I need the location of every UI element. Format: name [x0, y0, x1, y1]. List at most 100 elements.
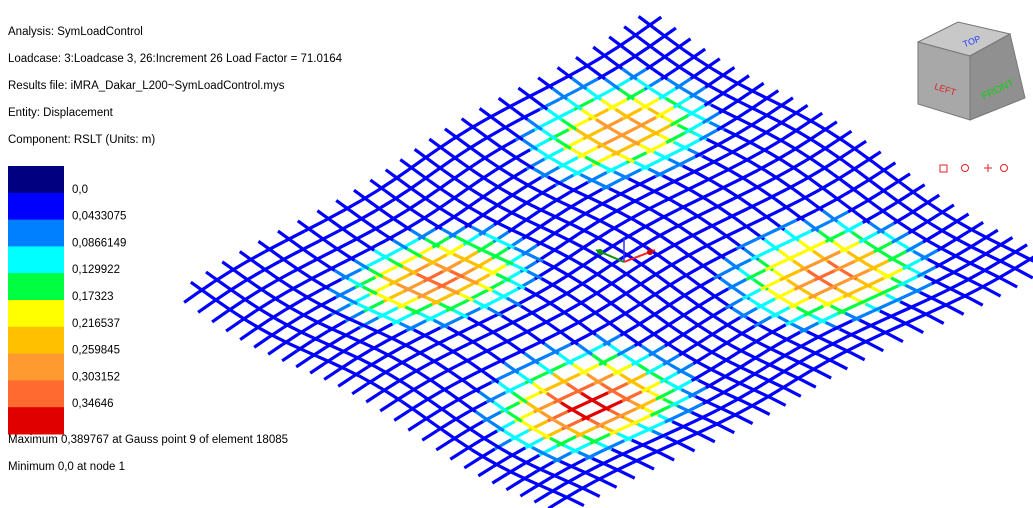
mesh-segment [422, 431, 437, 441]
mesh-segment [946, 282, 964, 291]
mesh-segment [630, 416, 650, 425]
results-viewer: Analysis: SymLoadControl Loadcase: 3:Loa… [0, 0, 1033, 508]
mesh-segment [205, 292, 219, 302]
mesh-segment [701, 435, 715, 442]
mesh-segment [638, 438, 658, 447]
mesh-segment [638, 257, 654, 267]
mesh-segment [942, 298, 961, 307]
mesh-segment [464, 459, 479, 468]
mesh-segment [610, 425, 630, 434]
mesh-segment [324, 370, 339, 380]
mesh-segment [872, 302, 892, 311]
mesh-segment [666, 133, 685, 143]
mesh-segment [858, 295, 878, 304]
mesh-segment [296, 357, 311, 367]
mesh-segment [837, 151, 852, 161]
mesh-segment [506, 481, 521, 490]
legend-swatch [8, 220, 64, 247]
mesh-segment [661, 49, 676, 59]
legend-label: 0,303152 [72, 371, 120, 383]
mesh-segment [366, 392, 381, 402]
mesh-segment [640, 462, 654, 469]
mesh-segment [851, 141, 866, 151]
mesh-segment [436, 440, 451, 449]
mesh-segment [949, 307, 964, 315]
mesh-segment [724, 318, 740, 327]
mesh-segment [639, 38, 654, 49]
mesh-segment [408, 421, 423, 431]
mesh-segment [843, 344, 861, 353]
mesh-segment [233, 312, 247, 321]
legend-swatch [8, 246, 64, 273]
mesh-segment [806, 151, 821, 161]
mesh-segment [1003, 279, 1018, 287]
mesh-segment [670, 115, 688, 125]
view-cube[interactable]: TOP LEFT FRONT [918, 22, 1025, 120]
mesh [184, 16, 1033, 508]
mesh-segment [429, 160, 443, 170]
mesh-segment [660, 453, 674, 460]
mesh-segment [352, 384, 367, 394]
mesh-segment [488, 160, 502, 170]
mesh-segment [472, 450, 486, 459]
mesh-segment [729, 144, 747, 154]
mesh-segment [458, 160, 472, 170]
mesh-segment [754, 317, 771, 326]
mesh-segment [282, 351, 297, 361]
mesh-segment [184, 292, 198, 302]
mesh-segment [642, 219, 660, 229]
legend-label: 0,216537 [72, 318, 120, 330]
mesh-segment [586, 490, 600, 497]
mesh-segment [852, 311, 872, 320]
mesh-segment [268, 344, 283, 354]
tool-home[interactable] [940, 165, 947, 172]
mesh-segment [961, 289, 979, 298]
mesh-segment [709, 327, 724, 336]
legend-label: 0,17323 [72, 291, 114, 303]
mesh-segment [790, 160, 807, 170]
mesh-segment [693, 209, 713, 219]
mesh-segment [415, 149, 429, 159]
legend-swatch [8, 354, 64, 381]
mesh-segment [913, 284, 932, 293]
mesh-segment [596, 472, 614, 481]
mesh-segment [472, 170, 486, 180]
legend-swatch [8, 193, 64, 220]
mesh-segment [738, 326, 754, 335]
mesh-segment [676, 39, 690, 49]
legend-label: 0,34646 [72, 398, 114, 410]
mesh-segment [219, 302, 233, 312]
mesh-segment [656, 390, 674, 399]
mesh-segment [792, 141, 807, 151]
mesh-segment [695, 147, 714, 157]
mesh-segment [675, 79, 690, 89]
mesh-segment [713, 417, 732, 426]
legend-swatch [8, 407, 64, 434]
mesh-segment [761, 142, 778, 152]
mesh-segment [650, 184, 670, 194]
mesh-segment [968, 298, 983, 306]
mesh-segment [661, 69, 676, 79]
tool-rotate[interactable] [962, 165, 969, 172]
mesh-segment [656, 107, 674, 117]
mesh-segment [590, 434, 610, 443]
mesh-segment [681, 140, 700, 150]
tool-zoom[interactable] [1001, 165, 1008, 172]
mesh-segment [429, 180, 443, 190]
mesh-segment [625, 229, 642, 239]
mesh-segment [394, 411, 409, 421]
mesh-segment [400, 180, 414, 190]
mesh-segment [917, 267, 935, 276]
tool-pan[interactable] [984, 164, 992, 172]
mesh-segment [631, 193, 650, 203]
cube-left[interactable] [918, 42, 970, 120]
mesh-segment [675, 157, 695, 167]
mesh-segment [338, 377, 353, 387]
mesh-segment [644, 422, 664, 431]
mesh-segment [881, 325, 901, 334]
mesh-segment [679, 419, 699, 428]
mesh-segment [415, 170, 429, 180]
legend: 0,00,04330750,08661490,1299220,173230,21… [8, 166, 126, 435]
mesh-segment [641, 160, 661, 170]
mesh-segment [699, 190, 719, 200]
